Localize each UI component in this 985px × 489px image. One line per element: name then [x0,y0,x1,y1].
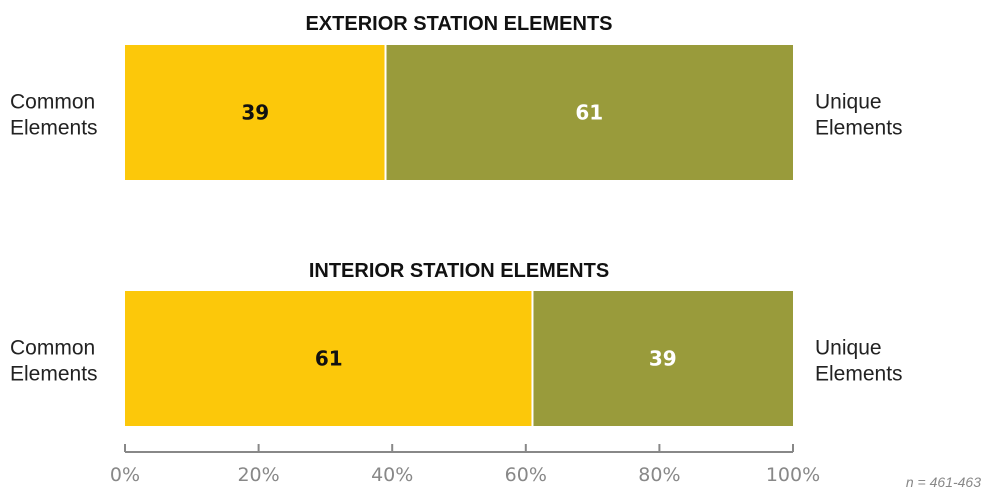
right-label: Unique Elements [815,337,903,386]
panel-2: INTERIOR STATION ELEMENTS Common Elements U… [10,260,903,426]
x-tick-label: 100% [766,464,820,486]
bar-segment-common [125,291,533,426]
x-tick-label: 40% [371,464,413,486]
x-tick-label: 20% [237,464,279,486]
data-label: 39 [649,347,677,371]
panel-1: EXTERIOR STATION ELEMENTS Common Elements U… [10,13,903,180]
data-label: 61 [575,101,603,125]
left-label: Common Elements [10,91,98,140]
right-label: Unique Elements [815,91,903,140]
panel-title: EXTERIOR STATION ELEMENTS [305,13,612,35]
x-tick-label: 0% [110,464,140,486]
sample-size-note: n = 461-463 [906,474,981,489]
x-tick-label: 60% [505,464,547,486]
bar-segment-unique [385,45,793,180]
bar-segment-common [125,45,386,180]
data-label: 39 [241,101,269,125]
x-tick-label: 80% [638,464,680,486]
x-axis: 0% 20% 40% 60% 80% 100% [110,444,820,486]
left-label: Common Elements [10,337,98,386]
chart-panels: EXTERIOR STATION ELEMENTS Common Elements U… [10,13,903,426]
panel-title: INTERIOR STATION ELEMENTS [309,260,609,282]
data-label: 61 [315,347,343,371]
bar-segment-unique [532,291,793,426]
